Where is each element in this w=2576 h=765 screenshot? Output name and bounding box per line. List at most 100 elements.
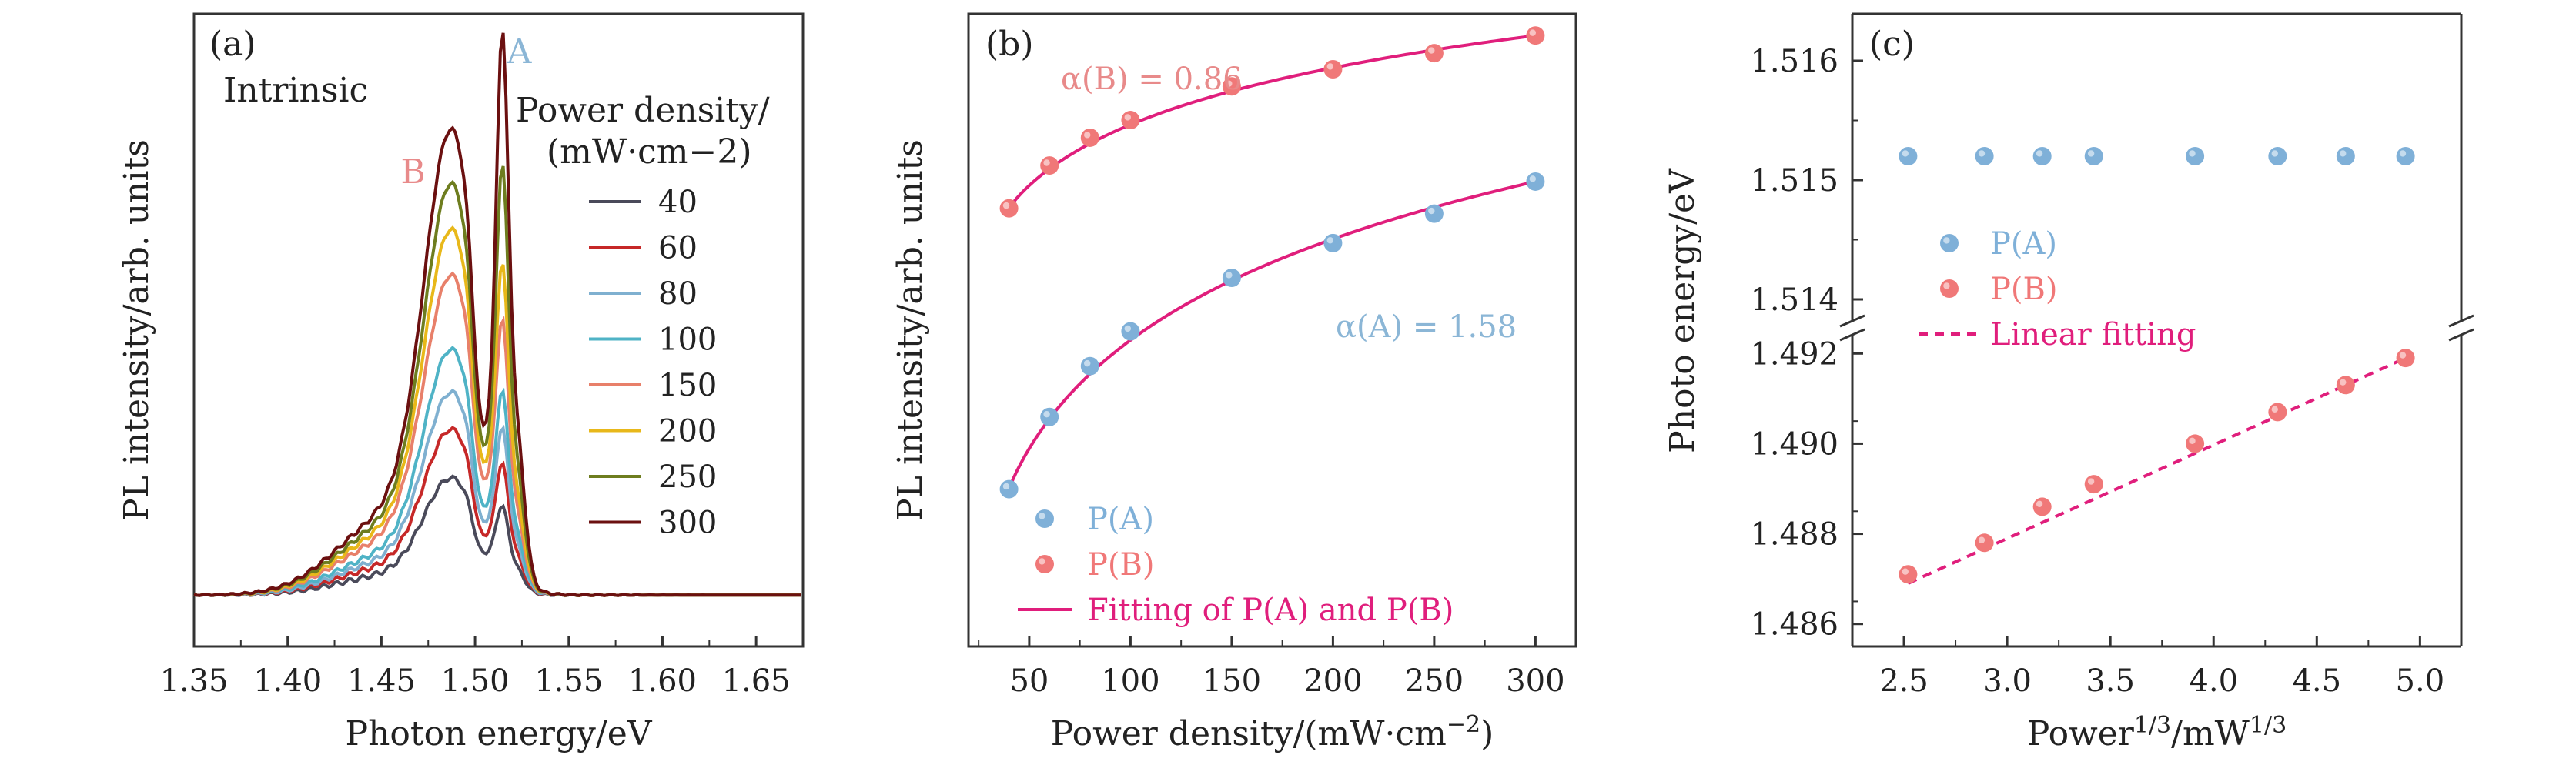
- panel-a-label: (a): [209, 25, 256, 64]
- panel-b-point-pa: [1040, 407, 1059, 426]
- panel-c-point-pb-highlight: [2036, 500, 2043, 508]
- panel-a-legend-title: Power density/: [516, 91, 770, 130]
- panel-c-point-pb: [2396, 349, 2415, 368]
- panel-c-point-pa: [2186, 147, 2205, 165]
- panel-c-point-pa-highlight: [2399, 150, 2407, 157]
- panel-b-point-pb-highlight: [1124, 114, 1132, 121]
- panel-b-xtick-label: 100: [1101, 663, 1159, 699]
- panel-c-point-pb: [2084, 475, 2103, 494]
- panel-c-point-pb-highlight: [2271, 406, 2278, 413]
- panel-c-legend-marker-pa-highlight: [1943, 237, 1950, 244]
- panel-c-point-pb-highlight: [2087, 478, 2095, 485]
- panel-a-series-300: [193, 32, 801, 597]
- panel-b-point-pa-highlight: [1084, 359, 1091, 367]
- panel-b-point-pa-highlight: [1002, 483, 1010, 490]
- panel-a-legend-label-200: 200: [658, 414, 717, 449]
- panel-c-legend-fit-label: Linear fitting: [1990, 317, 2196, 352]
- panel-c-point-pb: [1899, 565, 1918, 584]
- panel-c-linear-fit-line: [1907, 356, 2407, 585]
- panel-a-peak-label-A: A: [507, 32, 533, 72]
- panel-b-point-pa-highlight: [1043, 410, 1050, 418]
- panel-c-point-pa: [2032, 147, 2052, 165]
- panel-a-frame: [192, 12, 805, 648]
- panel-b-legend-marker-pb: [1035, 555, 1054, 573]
- panel-c-point-pa-highlight: [2087, 150, 2095, 157]
- panel-c-point-pb-highlight: [2189, 437, 2196, 445]
- panel-b-point-pa: [1080, 356, 1099, 376]
- panel-b-legend-marker-pa: [1035, 509, 1054, 528]
- panel-b-xtick-label: 300: [1506, 663, 1564, 699]
- panel-c-xlabel-part: /mW: [2171, 714, 2250, 753]
- panel-c-ylabel: Photo energy/eV: [1663, 168, 1702, 453]
- panel-b-legend-fit-label: Fitting of P(A) and P(B): [1087, 593, 1454, 628]
- panel-c-xtick-label: 3.0: [1982, 663, 2032, 699]
- panel-c-point-pa-highlight: [1902, 150, 1909, 157]
- panel-a-peak-label-B: B: [400, 152, 425, 192]
- panel-b-point-pa: [999, 479, 1019, 499]
- panel-a-legend-label-150: 150: [658, 368, 717, 403]
- panel-c-ytick-label: 1.516: [1750, 44, 1838, 79]
- panel-c-axis-break-mark: [2448, 328, 2474, 342]
- panel-a-legend-label-100: 100: [658, 322, 717, 358]
- panel-a-xtick-label: 1.55: [534, 663, 603, 699]
- panel-a-legend-label-60: 60: [658, 231, 698, 266]
- panel-c-point-pa: [2084, 147, 2103, 165]
- panel-b-point-pa-highlight: [1529, 175, 1537, 182]
- panel-c-point-pa-highlight: [2036, 150, 2043, 157]
- panel-c-legend-label-pb: P(B): [1990, 272, 2058, 307]
- panel-c-point-pa-highlight: [1978, 150, 1986, 157]
- panel-b-point-pa-highlight: [1226, 272, 1233, 279]
- panel-b-xtick-label: 200: [1303, 663, 1362, 699]
- panel-b-point-pa: [1526, 172, 1545, 191]
- panel-c-xtick-label: 2.5: [1879, 663, 1929, 699]
- panel-b-xtick-label: 150: [1203, 663, 1261, 699]
- panel-b-point-pb-highlight: [1428, 47, 1435, 54]
- panel-c-ytick-label: 1.490: [1750, 426, 1838, 462]
- panel-a-xtick-label: 1.60: [628, 663, 697, 699]
- panel-b-xlabel: Power density/(mW·cm−2): [1051, 711, 1494, 754]
- panel-b-point-pb: [1080, 128, 1099, 147]
- panel-b-point-pa-highlight: [1326, 237, 1334, 244]
- panel-a: 1.35 1.40 1.45 1.50 1.55 1.60 1.65 Photon energ…: [117, 12, 805, 753]
- panel-c-point-pb-highlight: [1978, 536, 1986, 543]
- panel-a-legend-label-40: 40: [658, 185, 698, 220]
- panel-c-xtick-label: 3.5: [2086, 663, 2135, 699]
- panel-c-point-pa: [2336, 147, 2355, 165]
- panel-c-ytick-label: 1.515: [1750, 163, 1838, 199]
- panel-c-point-pb: [2032, 497, 2052, 516]
- panel-a-xtick-label: 1.35: [159, 663, 228, 699]
- panel-c-point-pb-highlight: [2399, 352, 2407, 359]
- panel-c-axis-break-mark: [1839, 314, 1865, 328]
- panel-b-point-pa: [1424, 204, 1444, 223]
- panel-c-point-pa-highlight: [2271, 150, 2278, 157]
- panel-b-point-pb-highlight: [1226, 80, 1233, 87]
- panel-b-label: (b): [985, 25, 1034, 64]
- panel-b-legend-label-pa: P(A): [1087, 502, 1154, 537]
- panel-c-point-pa-highlight: [2189, 150, 2196, 157]
- panel-b-point-pa-highlight: [1428, 207, 1435, 215]
- panel-a-annotation: Intrinsic: [223, 71, 368, 110]
- panel-c-point-pb: [2336, 376, 2355, 395]
- panel-c-point-pb: [1975, 533, 1994, 553]
- panel-c-point-pb: [2186, 434, 2205, 453]
- panel-b-point-pb: [999, 199, 1019, 218]
- panel-c-point-pb-highlight: [2340, 379, 2347, 386]
- panel-a-legend-label-300: 300: [658, 506, 717, 541]
- panel-c-xtick-label: 5.0: [2396, 663, 2445, 699]
- panel-c-xtick-label: 4.5: [2292, 663, 2341, 699]
- panel-c-point-pa: [1899, 147, 1918, 165]
- panel-c-legend-marker-pb: [1940, 279, 1959, 298]
- panel-c-xlabel: Power1/3/mW1/3: [2027, 712, 2287, 753]
- panel-c-legend-marker-pa: [1940, 234, 1959, 252]
- panel-b-point-pb-highlight: [1002, 202, 1010, 209]
- panel-c-point-pa: [2268, 147, 2287, 165]
- panel-c-ytick-label: 1.488: [1750, 517, 1838, 553]
- panel-c-axis-break-mark: [1839, 328, 1865, 342]
- panel-b-alpha-b-label: α(B) = 0.86: [1061, 62, 1243, 97]
- panel-b-point-pa: [1121, 322, 1140, 341]
- panel-c-point-pb-highlight: [1902, 568, 1909, 575]
- panel-c-axis-break-mark: [2448, 314, 2474, 328]
- panel-b-legend-marker-pb-highlight: [1039, 558, 1045, 565]
- panel-b-legend-label-pb: P(B): [1087, 547, 1155, 583]
